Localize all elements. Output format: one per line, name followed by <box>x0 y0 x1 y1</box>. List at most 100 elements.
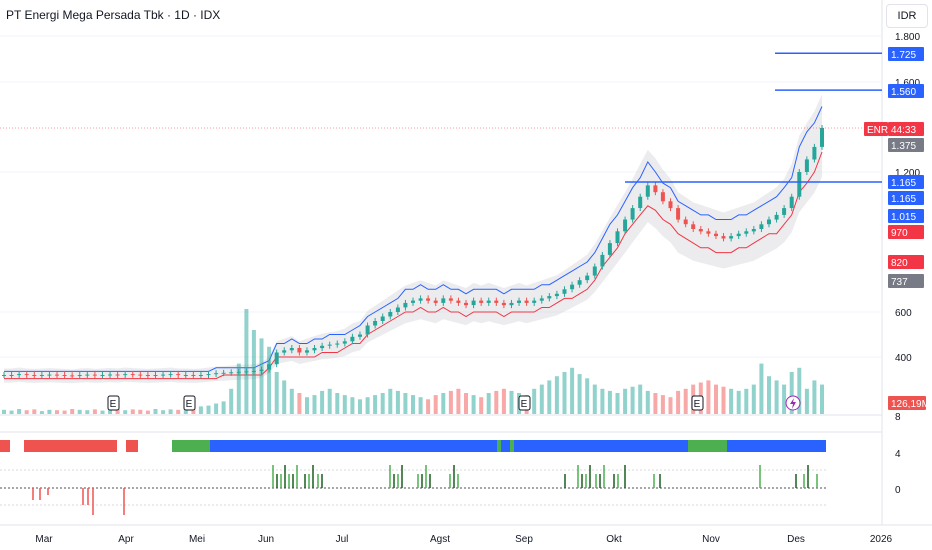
volume-bar <box>380 393 385 414</box>
volume-bar <box>645 390 650 414</box>
candle-body <box>267 364 272 370</box>
volume-bar <box>486 393 491 414</box>
candle-body <box>115 374 120 376</box>
earnings-marker-label: E <box>186 399 193 410</box>
candle-body <box>62 375 67 376</box>
volume-bar <box>554 376 559 414</box>
volume-bar <box>479 397 484 414</box>
volume-bar <box>221 401 226 414</box>
candle-body <box>289 348 294 351</box>
candle-body <box>501 302 506 306</box>
candle-body <box>668 201 673 209</box>
currency-button[interactable]: IDR <box>886 4 928 28</box>
candle-body <box>411 300 415 303</box>
volume-bar <box>501 388 506 414</box>
time-axis-label: Mar <box>35 534 53 545</box>
volume-bar <box>774 380 779 414</box>
candle-body <box>418 298 423 301</box>
volume-bar <box>342 395 347 414</box>
candle-body <box>554 293 559 297</box>
volume-bar <box>638 384 643 414</box>
volume-bar <box>191 409 196 414</box>
volume-bar <box>789 372 794 414</box>
volume-bar <box>32 409 37 414</box>
candle-body <box>198 375 203 376</box>
volume-bar <box>615 393 620 414</box>
volume-bar <box>729 388 734 414</box>
volume-bar <box>820 384 824 414</box>
candle-body <box>736 233 741 237</box>
candle-body <box>592 266 597 276</box>
price-tag <box>888 84 924 98</box>
time-axis-label: Des <box>787 534 805 545</box>
candle-body <box>532 300 537 303</box>
price-tag-label: 1.375 <box>891 141 916 152</box>
time-axis-label: Nov <box>702 534 720 545</box>
volume-bar <box>668 397 673 414</box>
candle-body <box>305 350 309 353</box>
candle-body <box>380 316 385 321</box>
volume-bar <box>161 410 166 414</box>
price-tag-label: 970 <box>891 228 908 239</box>
bollinger-band <box>4 94 822 384</box>
volume-bar <box>395 390 400 414</box>
volume-bar <box>721 386 726 414</box>
candle-body <box>441 298 446 303</box>
trend-status-bar <box>688 440 727 452</box>
earnings-marker <box>107 395 120 411</box>
volume-bar <box>100 410 105 414</box>
volume-bar <box>2 409 6 414</box>
price-tag-label: 1.165 <box>891 194 916 205</box>
candle-body <box>676 208 681 220</box>
volume-bar <box>305 397 309 414</box>
volume-bar <box>782 384 787 414</box>
candle-body <box>168 374 173 376</box>
candle-body <box>70 375 75 377</box>
volume-bar <box>312 395 317 414</box>
volume-bar <box>441 393 446 414</box>
candle-body <box>706 231 711 234</box>
candle-body <box>456 300 461 303</box>
volume-bar <box>259 338 264 414</box>
volume-bar <box>464 393 468 414</box>
candle-body <box>47 374 52 376</box>
volume-tag <box>888 396 926 410</box>
trend-status-bar <box>514 440 688 452</box>
trend-status-bar <box>172 440 210 452</box>
time-axis-label: Apr <box>118 534 134 545</box>
candle-body <box>471 300 476 306</box>
time-axis-label: Agst <box>430 534 450 545</box>
candle-body <box>350 336 355 342</box>
volume-bar <box>600 388 605 414</box>
candle-body <box>433 300 438 303</box>
volume-bar <box>9 410 14 414</box>
volume-bar <box>47 409 52 414</box>
candle-body <box>547 296 552 299</box>
candle-body <box>259 369 264 371</box>
earnings-marker-label: E <box>694 399 701 410</box>
candle-body <box>395 307 400 312</box>
candle-body <box>600 254 605 267</box>
volume-bar <box>244 309 249 414</box>
candle-body <box>145 375 150 376</box>
volume-bar <box>411 395 415 414</box>
volume-bar <box>183 408 188 414</box>
lower-pane-tick: 4 <box>895 449 901 460</box>
candle-body <box>39 375 44 376</box>
candle-body <box>9 375 14 376</box>
candle-body <box>683 219 688 225</box>
candle-body <box>335 343 340 345</box>
price-axis-tick: 400 <box>895 353 912 364</box>
volume-bar <box>138 409 143 414</box>
volume-bar <box>168 409 173 414</box>
volume-bar <box>55 410 59 414</box>
candle-body <box>206 374 211 376</box>
candle-body <box>388 312 393 317</box>
trend-status-bar <box>497 440 501 452</box>
candle-body <box>607 243 612 255</box>
price-tag <box>888 255 924 269</box>
volume-bar <box>539 384 544 414</box>
volume-bar <box>714 384 718 414</box>
price-axis-tick: 1.800 <box>895 32 920 43</box>
